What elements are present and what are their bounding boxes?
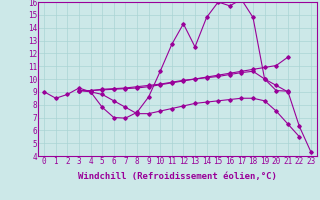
X-axis label: Windchill (Refroidissement éolien,°C): Windchill (Refroidissement éolien,°C): [78, 172, 277, 181]
